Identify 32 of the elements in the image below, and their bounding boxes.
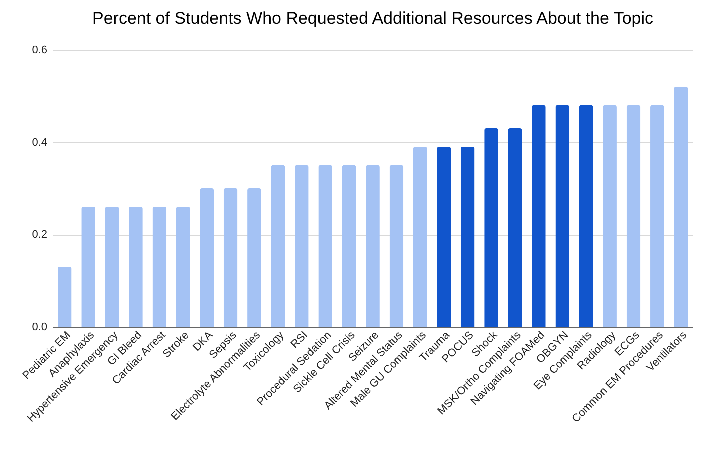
bar: [413, 146, 428, 327]
bar: [579, 105, 594, 327]
bar: [271, 165, 286, 327]
bar: [294, 165, 309, 327]
bar: [626, 105, 641, 327]
bar: [437, 146, 452, 327]
bar: [200, 188, 214, 327]
bar: [556, 105, 570, 327]
bar: [674, 86, 688, 327]
bar: [224, 188, 238, 327]
bar: [82, 206, 96, 327]
bar: [342, 165, 356, 327]
bar: [650, 105, 664, 327]
chart-title: Percent of Students Who Requested Additional Resources About the Topic: [92, 9, 654, 28]
bar: [508, 128, 522, 327]
bar: [105, 206, 120, 327]
bar: [603, 105, 617, 327]
y-tick-label: 0.4: [32, 136, 48, 149]
bar: [460, 146, 475, 327]
bar: [366, 165, 380, 327]
bar: [176, 206, 190, 327]
bar: [318, 165, 333, 327]
bar: [532, 105, 546, 327]
bar: [484, 128, 498, 327]
bar: [152, 206, 167, 327]
bar: [390, 165, 404, 327]
bar: [248, 188, 262, 327]
y-tick-label: 0.2: [32, 229, 48, 242]
bar: [129, 206, 143, 327]
y-tick-label: 0.6: [32, 44, 48, 56]
y-tick-label: 0.0: [32, 322, 48, 334]
bar: [58, 266, 72, 327]
